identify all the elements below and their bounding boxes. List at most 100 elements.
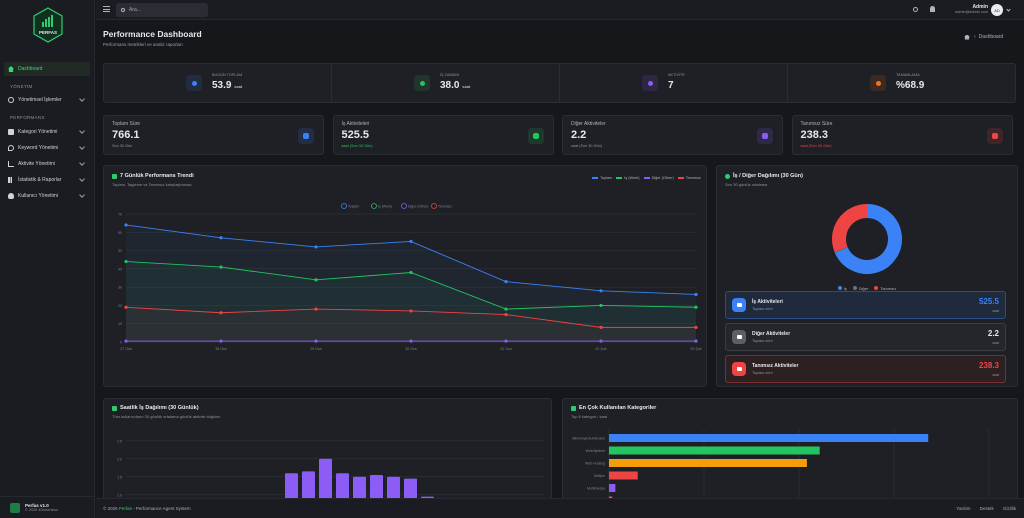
sidebar-item-dashboard[interactable]: Dashboard <box>4 62 90 76</box>
legend-label[interactable]: İş (Work) <box>378 204 392 209</box>
sidebar-item-users[interactable]: Kullanıcı Yönetimi <box>4 189 90 203</box>
y-tick-label: 70 <box>118 213 122 217</box>
distribution-row[interactable]: İş Aktiviteleri Toplam süre 525.5 saat <box>725 291 1006 319</box>
data-point[interactable] <box>409 270 413 275</box>
legend-marker[interactable] <box>341 203 347 209</box>
breadcrumb[interactable]: › Dashboard <box>964 34 1003 40</box>
data-point[interactable] <box>219 265 223 269</box>
kpi-unit: saat <box>234 84 243 89</box>
legend-item[interactable]: Tanımsız <box>677 176 701 180</box>
search-input[interactable]: Ara... <box>116 3 208 17</box>
sidebar-item-statistics[interactable]: İstatistik & Raporlar <box>4 173 90 187</box>
data-point[interactable] <box>124 223 128 227</box>
home-icon <box>964 34 970 40</box>
data-point[interactable] <box>314 278 318 282</box>
donut-slice[interactable] <box>834 204 902 274</box>
data-point[interactable] <box>504 280 508 284</box>
briefcase-icon <box>527 128 544 144</box>
category-bar[interactable] <box>609 446 820 455</box>
data-point[interactable] <box>504 307 508 311</box>
distribution-row[interactable]: Diğer Aktiviteler Toplam süre 2.2 saat <box>725 323 1006 351</box>
sidebar-item-categories[interactable]: Kategori Yönetimi <box>4 125 90 139</box>
category-bar[interactable] <box>609 434 929 442</box>
data-point[interactable] <box>599 303 603 308</box>
kpi-label: İŞ ZAMANI <box>440 73 459 77</box>
data-point[interactable] <box>124 305 128 309</box>
y-tick-label: 20 <box>118 304 122 308</box>
y-tick-label: 1.5 <box>117 475 122 479</box>
kpi-value: 38.0 <box>440 80 460 91</box>
hourly-bar[interactable] <box>404 478 417 504</box>
footer-brand[interactable]: Perfas <box>118 506 132 511</box>
sidebar-item-activities[interactable]: Aktivite Yönetimi <box>4 157 90 171</box>
sidebar-item-label: Dashboard <box>18 66 43 72</box>
hourly-bar[interactable] <box>319 458 332 504</box>
footer-link-privacy[interactable]: Gizlilik <box>1003 506 1016 511</box>
data-point[interactable] <box>694 292 698 297</box>
data-point[interactable] <box>599 339 603 343</box>
category-bar[interactable] <box>609 484 616 492</box>
hourly-bar[interactable] <box>387 476 400 504</box>
stat-card: İş Aktiviteleri 525.5 saat (Son 30 Gün) <box>332 115 554 155</box>
data-point[interactable] <box>409 339 413 343</box>
data-point[interactable] <box>504 312 508 317</box>
data-point[interactable] <box>219 311 223 315</box>
data-point[interactable] <box>694 339 698 343</box>
coffee-icon <box>757 128 773 144</box>
logo[interactable]: PERFAS <box>0 0 95 50</box>
category-bar[interactable] <box>609 471 638 480</box>
donut-slice[interactable] <box>832 204 868 253</box>
distribution-row[interactable]: Tanımsız Aktiviteler Toplam süre 238.3 s… <box>725 355 1006 383</box>
footer-link-support[interactable]: Destek <box>979 506 994 511</box>
menu-icon[interactable] <box>103 6 110 12</box>
data-point[interactable] <box>219 339 223 343</box>
data-point[interactable] <box>599 325 603 329</box>
data-point[interactable] <box>409 309 413 313</box>
data-point[interactable] <box>599 289 603 293</box>
hourly-bar[interactable] <box>285 473 298 504</box>
category-bar[interactable] <box>609 459 807 467</box>
data-point[interactable] <box>219 236 223 240</box>
hourly-bar[interactable] <box>353 476 366 504</box>
data-point[interactable] <box>314 245 318 249</box>
legend-label[interactable]: Diğer (Other) <box>408 205 428 209</box>
chevron-down-icon <box>79 176 85 182</box>
hourly-bar[interactable] <box>336 473 349 504</box>
data-point[interactable] <box>124 339 128 343</box>
tag-icon <box>571 405 576 411</box>
data-point[interactable] <box>694 325 698 329</box>
data-point[interactable] <box>124 259 128 264</box>
chevron-down-icon <box>79 160 85 166</box>
sun-icon[interactable] <box>913 7 918 12</box>
legend-item[interactable]: İş <box>837 286 847 291</box>
hourly-bar[interactable] <box>370 475 383 504</box>
x-tick-label: 28 Oca <box>215 347 226 351</box>
legend-item[interactable]: Diğer (Other) <box>643 176 674 180</box>
legend-label[interactable]: Toplam <box>348 205 359 209</box>
data-point[interactable] <box>504 339 508 343</box>
sidebar-item-keywords[interactable]: Keyword Yönetimi <box>4 141 90 155</box>
footer-link-help[interactable]: Yardım <box>956 506 971 511</box>
distribution-card: İş / Diğer Dağılımı (30 Gün) Son 30 günl… <box>716 165 1018 387</box>
kpi-label: AKTİVİTE <box>668 73 685 77</box>
avatar[interactable]: AD <box>991 4 1003 16</box>
trend-chart: 0 10 20 30 40 50 60 70 27 Oca 28 Oca 29 Oca 30 Oca 3… <box>118 203 702 351</box>
sidebar-item-admin[interactable]: Yönetimsel İşlemler <box>4 93 90 107</box>
legend-marker[interactable] <box>401 203 407 209</box>
data-point[interactable] <box>694 305 698 309</box>
legend-item[interactable]: Diğer <box>852 286 868 291</box>
chevron-down-icon[interactable] <box>1006 7 1011 12</box>
data-point[interactable] <box>314 307 318 311</box>
clock-icon <box>186 75 202 91</box>
footer: © 2026 Perfas - Performance Agent System… <box>96 498 1024 518</box>
legend-marker[interactable] <box>371 203 377 209</box>
legend-item[interactable]: Tanımsız <box>874 286 896 291</box>
legend-label[interactable]: Tanımsız <box>438 205 452 209</box>
legend-item[interactable]: İş (Work) <box>616 176 640 180</box>
legend-marker[interactable] <box>431 203 437 209</box>
bell-icon[interactable] <box>930 6 935 12</box>
hourly-bar[interactable] <box>302 471 315 504</box>
legend-item[interactable]: Toplam <box>592 176 612 180</box>
data-point[interactable] <box>409 239 413 244</box>
data-point[interactable] <box>314 339 318 343</box>
